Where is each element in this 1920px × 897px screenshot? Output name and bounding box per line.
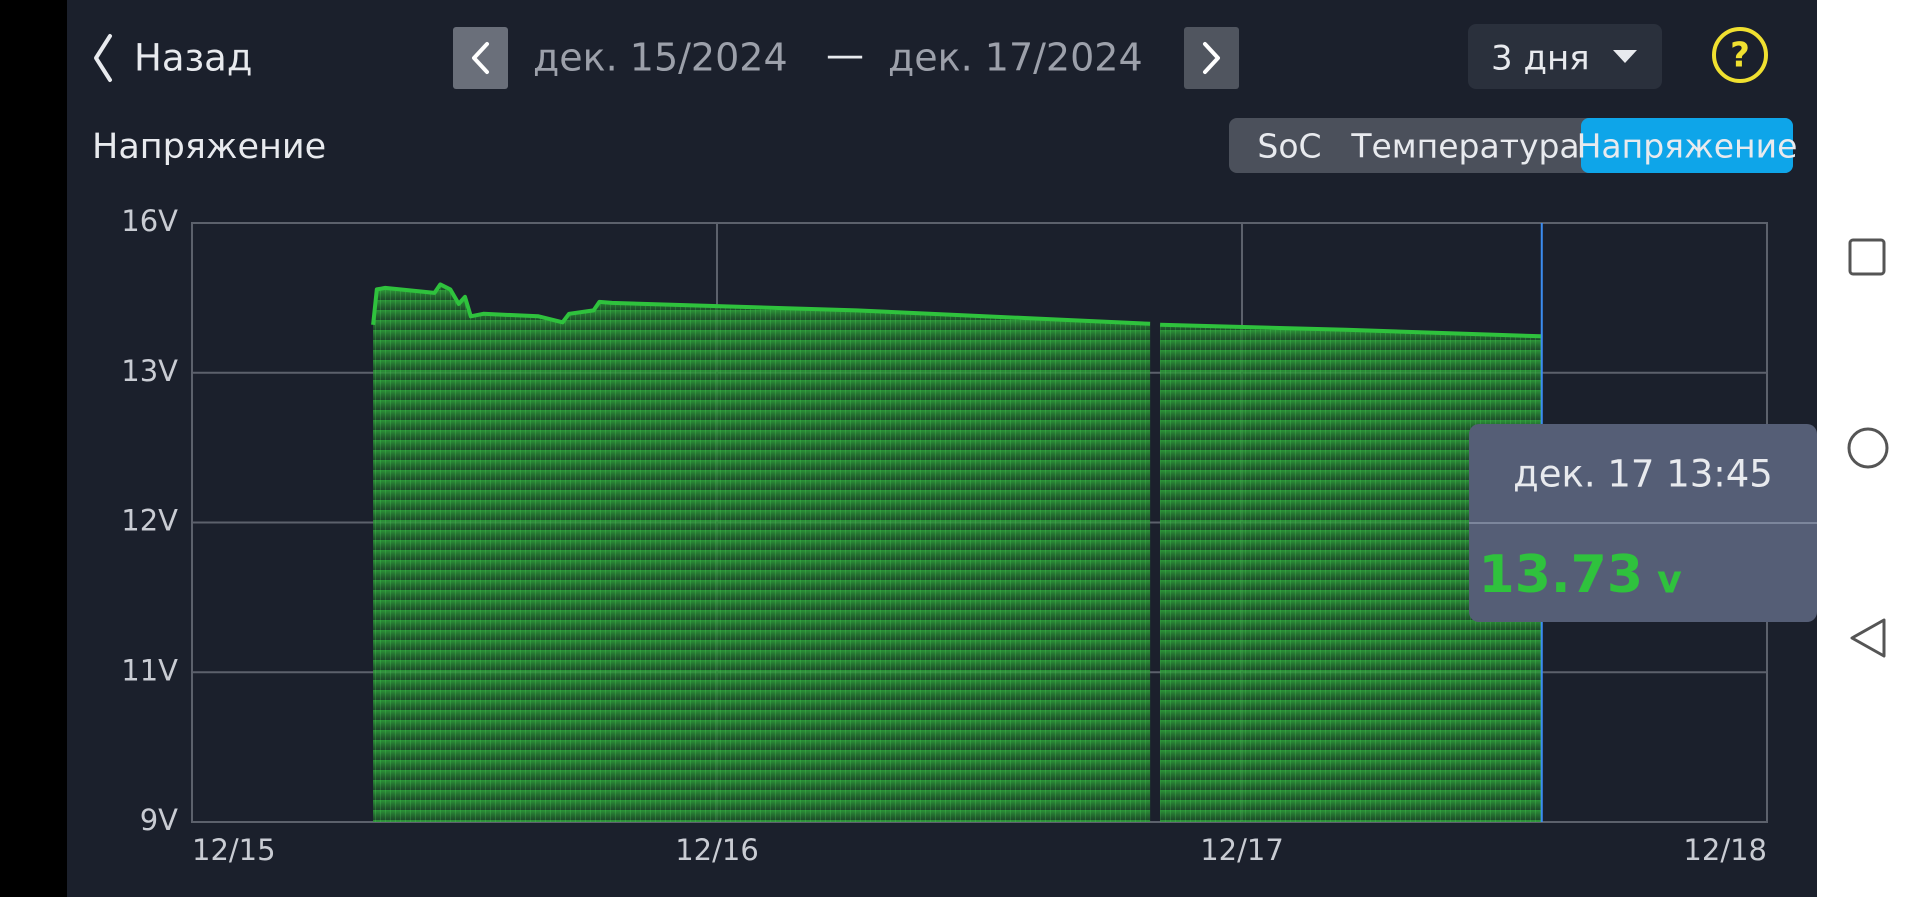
recents-button[interactable] — [1848, 238, 1886, 276]
tab[interactable]: Напряжение — [1577, 127, 1798, 166]
date-from: дек. 15/2024 — [533, 36, 788, 80]
back-icon[interactable] — [94, 34, 112, 82]
dropdown-arrow — [1613, 50, 1637, 63]
next-button[interactable] — [1184, 27, 1239, 89]
plot: 9V 11V 12V 13V 16V 12/15 12/16 12/17 12/18 — [121, 204, 1768, 867]
x-tick-label: 12/15 — [192, 833, 276, 867]
system-nav-bar — [1817, 0, 1920, 897]
line — [371, 282, 1542, 339]
next-icon — [1203, 42, 1220, 74]
x-tick-label: 12/18 — [1683, 833, 1767, 867]
tooltip: дек. 17 13:45 13.73 v — [1469, 424, 1817, 622]
left-edge — [0, 0, 67, 897]
tooltip-unit: v — [1657, 558, 1682, 602]
area-fill — [373, 284, 1542, 822]
section-title: Напряжение — [92, 127, 326, 167]
home-button[interactable] — [1847, 427, 1889, 469]
y-tick-label: 12V — [121, 504, 178, 538]
tab-active-bg — [1581, 118, 1793, 173]
date-to: дек. 17/2024 — [888, 36, 1143, 80]
x-tick-label: 12/17 — [1200, 833, 1284, 867]
back-nav-button[interactable] — [1850, 618, 1886, 658]
prev-button[interactable] — [453, 27, 508, 89]
help-icon: ? — [1730, 36, 1750, 76]
tab[interactable]: SoC — [1257, 127, 1321, 166]
tooltip-value: 13.73 — [1479, 545, 1643, 605]
y-tick-label: 9V — [140, 803, 178, 837]
back-label[interactable]: Назад — [134, 37, 252, 80]
date-separator: — — [826, 33, 864, 77]
range-dropdown[interactable] — [1468, 24, 1662, 89]
y-tick-label: 11V — [121, 653, 178, 687]
help-button[interactable] — [1712, 27, 1768, 83]
x-tick-label: 12/16 — [675, 833, 759, 867]
range-label: 3 дня — [1491, 39, 1590, 79]
y-tick-label: 16V — [121, 204, 178, 238]
prev-icon — [472, 42, 489, 74]
tab[interactable]: Температура — [1350, 127, 1579, 166]
tooltip-label: дек. 17 13:45 — [1513, 453, 1773, 496]
y-tick-label: 13V — [121, 354, 178, 388]
